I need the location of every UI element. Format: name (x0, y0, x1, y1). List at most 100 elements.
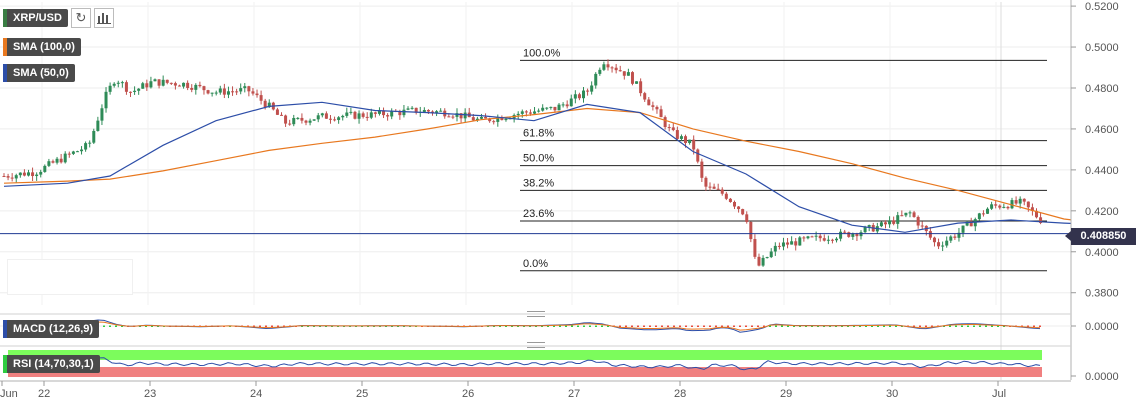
candle-body (908, 212, 912, 214)
candle-body (71, 151, 75, 154)
candle-body (308, 120, 312, 123)
candle-body (414, 107, 418, 113)
candle-body (55, 158, 59, 163)
candle-body (590, 85, 594, 92)
candle-body (218, 88, 222, 93)
macd-histogram-bar (841, 325, 843, 327)
candle-body (43, 165, 47, 172)
rsi-legend[interactable]: RSI (14,70,30,1) (3, 355, 100, 373)
macd-legend[interactable]: MACD (12,26,9) (3, 320, 100, 338)
macd-histogram-bar (253, 325, 255, 327)
candle-body (765, 257, 769, 259)
macd-histogram-bar (103, 325, 105, 327)
sma-50-label: SMA (50,0) (13, 67, 69, 79)
candle-body (753, 239, 757, 257)
candle-body (341, 115, 345, 118)
y-axis: 0.5200 0.5000 0.4800 0.4600 0.4400 0.4200 0.40… (1070, 0, 1136, 413)
candle-body (916, 216, 920, 226)
candle-body (243, 86, 247, 89)
y-tick-label: 0.4800 (1085, 83, 1119, 95)
sma-100-line (3, 107, 1118, 226)
candle-body (496, 117, 500, 122)
x-tick-label: 28 (674, 388, 686, 400)
candle-body (602, 64, 606, 70)
candle-body (835, 238, 839, 241)
sma-50-swatch (3, 64, 7, 82)
candle-body (573, 94, 577, 99)
macd-histogram-bar (283, 325, 285, 327)
candle-body (288, 123, 292, 125)
rsi-resize-handle[interactable] (527, 342, 545, 348)
reload-button[interactable]: ↻ (71, 8, 91, 28)
candle-body (280, 114, 284, 116)
macd-histogram-bar (589, 325, 591, 327)
candle-body (1010, 200, 1014, 209)
candle-body (333, 119, 337, 121)
candle-body (851, 233, 855, 237)
candle-body (479, 116, 483, 119)
candle-body (533, 111, 537, 114)
candle-body (904, 212, 908, 216)
candle-body (35, 174, 39, 177)
candle-body (247, 86, 251, 92)
candle-body (312, 119, 316, 121)
candle-body (63, 153, 67, 163)
candle-body (822, 238, 826, 241)
candle-body (855, 233, 859, 237)
macd-histogram-bar (541, 325, 543, 327)
fib-level-label: 100.0% (523, 47, 561, 59)
candle-body (292, 117, 296, 125)
candle-body (614, 67, 618, 71)
macd-histogram-bar (577, 325, 579, 327)
candle-body (810, 236, 814, 238)
candle-body (145, 83, 149, 88)
candle-body (973, 219, 977, 227)
macd-histogram-bar (607, 325, 609, 327)
candle-body (210, 92, 214, 94)
chart-type-button[interactable] (94, 8, 114, 28)
candle-body (708, 186, 712, 188)
candle-body (561, 104, 565, 106)
candle-body (1039, 217, 1043, 224)
candle-body (149, 81, 153, 88)
candle-body (124, 82, 128, 92)
macd-histogram-bar (739, 325, 741, 327)
candle-body (867, 225, 871, 227)
candle-body (222, 88, 226, 95)
candle-body (961, 225, 965, 233)
current-price-tag: 0.408850 (1065, 228, 1136, 245)
candle-body (883, 222, 887, 225)
candle-body (843, 231, 847, 233)
candle-body (214, 92, 218, 94)
candle-body (259, 95, 263, 101)
macd-histogram-bar (667, 325, 669, 327)
candle-body (296, 117, 300, 119)
candle-body (896, 215, 900, 224)
candle-body (696, 149, 700, 162)
candle-body (990, 204, 994, 209)
macd-histogram-bar (109, 325, 111, 327)
candle-body (610, 67, 614, 69)
symbol-label[interactable]: XRP/USD (3, 9, 68, 27)
candle-body (957, 232, 961, 238)
macd-histogram-bar (301, 325, 303, 327)
candle-body (390, 110, 394, 117)
macd-histogram-bar (727, 325, 729, 327)
candle-body (720, 189, 724, 194)
sma-100-legend[interactable]: SMA (100,0) (3, 38, 81, 56)
candle-body (202, 86, 206, 91)
candle-body (47, 161, 51, 166)
candle-body (773, 245, 777, 252)
candle-body (357, 113, 361, 119)
macd-histogram-bar (721, 325, 723, 327)
candle-body (337, 117, 341, 121)
macd-resize-handle[interactable] (527, 311, 545, 317)
candle-body (10, 177, 14, 179)
macd-histogram-bar (307, 325, 309, 327)
candle-body (231, 91, 235, 93)
sma-50-legend[interactable]: SMA (50,0) (3, 64, 75, 82)
candle-body (161, 79, 165, 86)
macd-histogram-bar (985, 325, 987, 327)
fib-level-label: 38.2% (523, 177, 554, 189)
